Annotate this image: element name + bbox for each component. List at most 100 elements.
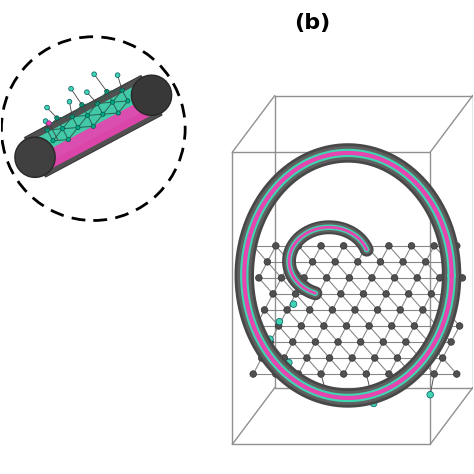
Circle shape (310, 259, 316, 265)
Text: (b): (b) (294, 13, 330, 33)
Circle shape (326, 355, 333, 361)
Ellipse shape (15, 137, 55, 177)
Circle shape (298, 323, 305, 329)
Circle shape (425, 339, 432, 345)
Circle shape (366, 323, 373, 329)
Circle shape (264, 259, 271, 265)
Circle shape (101, 112, 105, 116)
Ellipse shape (131, 75, 172, 116)
Circle shape (442, 307, 449, 313)
Circle shape (61, 127, 64, 131)
Circle shape (307, 307, 313, 313)
Circle shape (400, 259, 406, 265)
Circle shape (281, 355, 288, 361)
Circle shape (411, 323, 418, 329)
Circle shape (80, 102, 84, 107)
Circle shape (437, 274, 443, 281)
Circle shape (287, 259, 293, 265)
Polygon shape (25, 75, 162, 177)
Circle shape (67, 100, 72, 104)
Circle shape (320, 323, 327, 329)
Circle shape (394, 355, 401, 361)
Circle shape (318, 371, 324, 377)
Circle shape (386, 243, 392, 249)
Circle shape (439, 355, 446, 361)
Circle shape (459, 274, 466, 281)
Circle shape (290, 339, 296, 345)
Circle shape (422, 259, 429, 265)
Circle shape (451, 291, 457, 297)
Circle shape (92, 72, 97, 77)
Circle shape (374, 307, 381, 313)
Circle shape (372, 355, 378, 361)
Circle shape (105, 89, 109, 93)
Circle shape (45, 128, 49, 132)
Circle shape (275, 323, 282, 329)
Circle shape (295, 243, 302, 249)
Circle shape (115, 73, 120, 78)
Circle shape (55, 116, 59, 120)
Polygon shape (36, 100, 151, 173)
Circle shape (290, 301, 297, 308)
Circle shape (352, 307, 358, 313)
Circle shape (84, 90, 89, 94)
Circle shape (386, 371, 392, 377)
Circle shape (250, 371, 256, 377)
Circle shape (419, 307, 426, 313)
Circle shape (76, 125, 80, 129)
Circle shape (408, 371, 415, 377)
Circle shape (363, 371, 370, 377)
Circle shape (85, 113, 90, 118)
Circle shape (383, 291, 390, 297)
Circle shape (456, 323, 463, 329)
Circle shape (397, 307, 403, 313)
Circle shape (448, 339, 455, 345)
Circle shape (349, 355, 356, 361)
Circle shape (258, 355, 265, 361)
Circle shape (300, 377, 306, 383)
Circle shape (346, 274, 353, 281)
Circle shape (414, 274, 420, 281)
Circle shape (389, 323, 395, 329)
Circle shape (428, 291, 435, 297)
Circle shape (276, 319, 283, 325)
Circle shape (273, 371, 279, 377)
Circle shape (431, 243, 438, 249)
Circle shape (120, 88, 124, 92)
Circle shape (273, 243, 279, 249)
Circle shape (377, 259, 384, 265)
Circle shape (402, 339, 409, 345)
Circle shape (116, 111, 120, 115)
Circle shape (329, 307, 336, 313)
Circle shape (332, 259, 338, 265)
Circle shape (335, 339, 341, 345)
Circle shape (304, 355, 310, 361)
Circle shape (295, 371, 302, 377)
Circle shape (253, 323, 259, 329)
Circle shape (408, 243, 415, 249)
Circle shape (95, 101, 99, 106)
Circle shape (267, 336, 273, 342)
Circle shape (370, 400, 377, 407)
Circle shape (312, 339, 319, 345)
Circle shape (405, 291, 412, 297)
Circle shape (337, 291, 344, 297)
Circle shape (417, 355, 423, 361)
Circle shape (391, 274, 398, 281)
Circle shape (445, 259, 452, 265)
Circle shape (91, 124, 95, 128)
Circle shape (110, 100, 115, 104)
Circle shape (301, 274, 308, 281)
Circle shape (267, 339, 273, 345)
Circle shape (46, 121, 51, 126)
Circle shape (323, 392, 330, 398)
Circle shape (318, 243, 324, 249)
Circle shape (315, 291, 321, 297)
Circle shape (340, 371, 347, 377)
Circle shape (323, 274, 330, 281)
Circle shape (255, 274, 262, 281)
Circle shape (355, 259, 361, 265)
Circle shape (360, 291, 367, 297)
Circle shape (284, 307, 291, 313)
Circle shape (434, 323, 440, 329)
